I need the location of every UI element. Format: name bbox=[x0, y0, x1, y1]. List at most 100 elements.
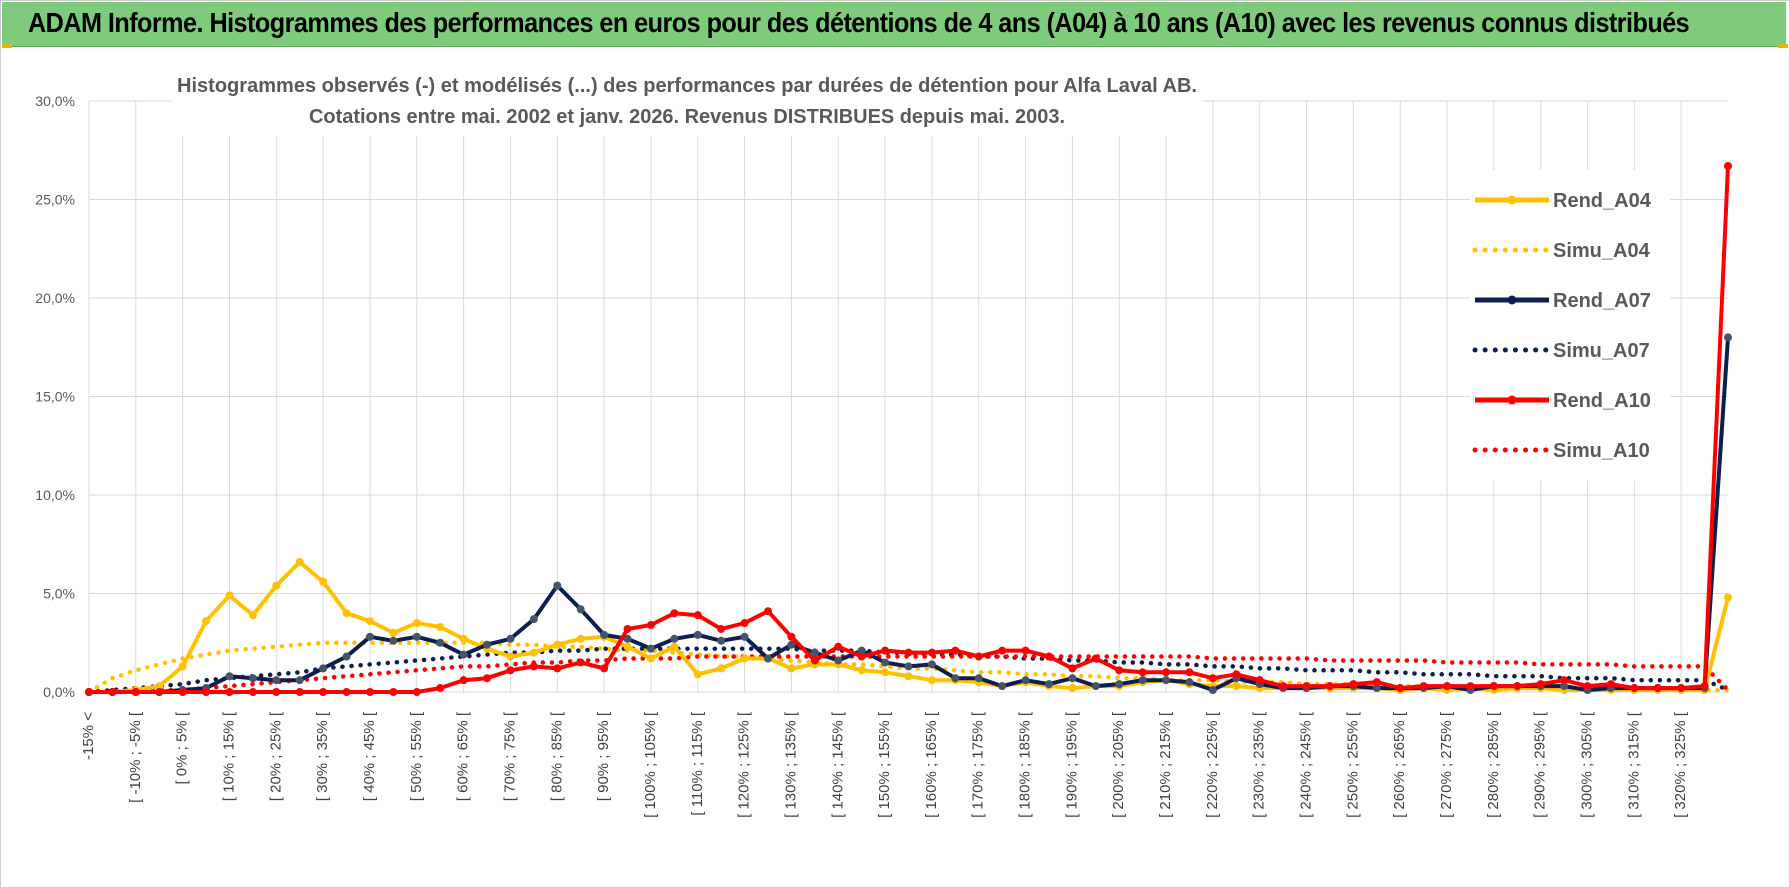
data-point-Rend_A10 bbox=[365, 688, 374, 696]
data-point-Rend_A10 bbox=[1255, 676, 1264, 685]
data-point-Rend_A10 bbox=[1606, 680, 1615, 689]
data-point-Rend_A10 bbox=[857, 652, 866, 661]
legend-label-Simu_A07: Simu_A07 bbox=[1553, 340, 1650, 362]
data-point-Rend_A07 bbox=[717, 636, 726, 645]
data-point-Rend_A10 bbox=[483, 674, 492, 683]
data-point-Rend_A10 bbox=[1724, 162, 1732, 171]
data-point-Rend_A07 bbox=[225, 672, 234, 681]
data-point-Rend_A07 bbox=[1560, 682, 1569, 691]
x-tick-label: [ 240% ; 245% [ bbox=[1298, 711, 1315, 818]
x-tick-label: [ 130% ; 135% [ bbox=[782, 711, 799, 818]
data-point-Rend_A04 bbox=[529, 648, 538, 657]
data-point-Rend_A04 bbox=[904, 672, 913, 681]
data-point-Rend_A04 bbox=[857, 666, 866, 675]
report-banner: ADAM Informe. Histogrammes des performan… bbox=[2, 2, 1786, 47]
data-point-Rend_A10 bbox=[389, 688, 398, 696]
data-point-Rend_A10 bbox=[295, 688, 304, 696]
data-point-Rend_A10 bbox=[1700, 682, 1709, 691]
data-point-Rend_A10 bbox=[1443, 682, 1452, 691]
x-tick-label: [ 30% ; 35% [ bbox=[314, 711, 331, 801]
data-point-Rend_A07 bbox=[248, 674, 257, 683]
data-point-Rend_A04 bbox=[248, 611, 257, 620]
data-point-Rend_A07 bbox=[646, 644, 655, 653]
data-point-Rend_A04 bbox=[1232, 682, 1241, 691]
data-point-Rend_A07 bbox=[459, 650, 468, 659]
data-point-Rend_A10 bbox=[1653, 684, 1662, 693]
x-tick-label: [ 300% ; 305% [ bbox=[1579, 711, 1596, 818]
data-point-Rend_A10 bbox=[108, 688, 117, 696]
data-point-Rend_A07 bbox=[412, 632, 421, 641]
x-tick-label: [ -10% ; -5% [ bbox=[127, 711, 144, 803]
data-point-Rend_A10 bbox=[412, 688, 421, 696]
x-tick-label: [ 190% ; 195% [ bbox=[1063, 711, 1080, 818]
data-point-Rend_A10 bbox=[998, 646, 1007, 655]
data-point-Rend_A07 bbox=[1138, 676, 1147, 685]
data-point-Rend_A07 bbox=[529, 615, 538, 624]
data-point-Rend_A04 bbox=[272, 581, 281, 590]
x-tick-label: [ 210% ; 215% [ bbox=[1157, 711, 1174, 818]
data-point-Rend_A10 bbox=[1138, 668, 1147, 677]
data-point-Rend_A04 bbox=[717, 664, 726, 673]
data-point-Rend_A07 bbox=[623, 634, 632, 643]
data-point-Rend_A10 bbox=[670, 609, 679, 618]
x-tick-label: [ 40% ; 45% [ bbox=[361, 711, 378, 801]
y-tick-label: 0,0% bbox=[43, 684, 75, 700]
y-tick-label: 10,0% bbox=[35, 487, 75, 503]
data-point-Rend_A10 bbox=[459, 676, 468, 685]
data-point-Rend_A04 bbox=[553, 640, 562, 649]
data-point-Rend_A07 bbox=[787, 640, 796, 649]
data-point-Rend_A10 bbox=[1349, 680, 1358, 689]
data-point-Rend_A04 bbox=[412, 619, 421, 628]
x-tick-label: [ 100% ; 105% [ bbox=[642, 711, 659, 818]
x-tick-label: [ 250% ; 255% [ bbox=[1344, 711, 1361, 818]
data-point-Rend_A07 bbox=[670, 634, 679, 643]
data-point-Rend_A07 bbox=[1208, 686, 1217, 695]
x-tick-label: [ 290% ; 295% [ bbox=[1532, 711, 1549, 818]
data-point-Rend_A07 bbox=[693, 630, 702, 639]
data-point-Rend_A10 bbox=[1466, 682, 1475, 691]
data-point-Rend_A04 bbox=[319, 577, 328, 586]
data-point-Rend_A10 bbox=[1419, 682, 1428, 691]
data-point-Rend_A10 bbox=[740, 619, 749, 628]
data-point-Rend_A07 bbox=[483, 640, 492, 649]
x-tick-label: [ 110% ; 115% [ bbox=[689, 711, 706, 816]
data-point-Rend_A10 bbox=[764, 607, 773, 616]
x-tick-label: [ 260% ; 265% [ bbox=[1391, 711, 1408, 818]
data-point-Rend_A10 bbox=[1560, 676, 1569, 685]
data-point-Rend_A10 bbox=[646, 621, 655, 630]
data-point-Rend_A10 bbox=[529, 662, 538, 671]
legend-marker-Rend_A04 bbox=[1507, 195, 1517, 205]
data-point-Rend_A04 bbox=[693, 670, 702, 679]
data-point-Rend_A07 bbox=[319, 664, 328, 673]
legend-label-Rend_A04: Rend_A04 bbox=[1553, 190, 1652, 212]
x-tick-label: -15% < bbox=[80, 712, 97, 760]
chart-subtitle: Cotations entre mai. 2002 et janv. 2026.… bbox=[309, 106, 1065, 128]
data-point-Rend_A10 bbox=[1185, 668, 1194, 677]
data-point-Rend_A10 bbox=[1068, 664, 1077, 673]
x-tick-label: [ 90% ; 95% [ bbox=[595, 711, 612, 801]
data-point-Rend_A10 bbox=[881, 646, 890, 655]
legend-marker-Rend_A10 bbox=[1507, 395, 1517, 405]
data-point-Rend_A04 bbox=[1068, 684, 1077, 693]
data-point-Rend_A10 bbox=[1396, 684, 1405, 693]
series-line-Simu_A07 bbox=[86, 646, 1731, 695]
x-tick-label: [ 170% ; 175% [ bbox=[970, 711, 987, 818]
data-point-Rend_A04 bbox=[740, 654, 749, 663]
data-point-Rend_A10 bbox=[225, 688, 234, 696]
data-point-Rend_A10 bbox=[202, 688, 211, 696]
data-point-Rend_A07 bbox=[553, 581, 562, 590]
x-tick-label: [ 180% ; 185% [ bbox=[1017, 711, 1034, 818]
x-tick-label: [ 220% ; 225% [ bbox=[1204, 711, 1221, 818]
x-tick-label: [ 230% ; 235% [ bbox=[1251, 711, 1268, 818]
data-point-Rend_A10 bbox=[178, 688, 187, 696]
y-tick-label: 30,0% bbox=[35, 93, 75, 109]
data-point-Rend_A10 bbox=[787, 632, 796, 641]
data-point-Rend_A07 bbox=[342, 652, 351, 661]
data-point-Rend_A07 bbox=[1091, 682, 1100, 691]
data-point-Rend_A10 bbox=[904, 648, 913, 657]
data-point-Rend_A04 bbox=[365, 617, 374, 626]
data-point-Rend_A10 bbox=[693, 611, 702, 620]
data-point-Rend_A04 bbox=[436, 622, 445, 631]
data-point-Rend_A10 bbox=[1325, 682, 1334, 691]
data-point-Rend_A04 bbox=[927, 676, 936, 685]
